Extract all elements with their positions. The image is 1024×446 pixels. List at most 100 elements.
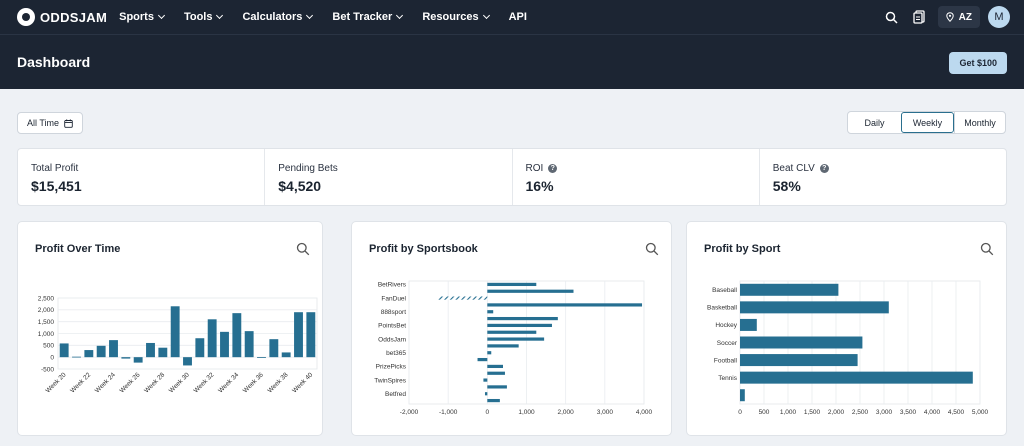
bar[interactable] bbox=[740, 336, 863, 349]
search-icon[interactable] bbox=[882, 7, 902, 27]
bar[interactable] bbox=[483, 378, 488, 382]
bar[interactable] bbox=[146, 342, 155, 358]
card-title: Profit by Sportsbook bbox=[369, 243, 478, 255]
bar[interactable] bbox=[438, 296, 488, 300]
bar[interactable] bbox=[740, 283, 839, 296]
bet-slip-icon[interactable] bbox=[910, 7, 930, 27]
bar[interactable] bbox=[740, 389, 745, 402]
nav-link-label: Tools bbox=[183, 11, 213, 23]
nav-resources[interactable]: Resources bbox=[422, 11, 490, 23]
brand-name: ODDSJAM bbox=[40, 9, 108, 25]
stat-label: Pending Bets bbox=[278, 163, 511, 174]
bar[interactable] bbox=[487, 330, 537, 334]
bar[interactable] bbox=[487, 282, 537, 287]
bar[interactable] bbox=[740, 301, 889, 314]
bar[interactable] bbox=[158, 347, 168, 358]
bar[interactable] bbox=[477, 357, 488, 362]
x-tick-label: Week 28 bbox=[143, 371, 166, 394]
card-title: Profit Over Time bbox=[35, 243, 121, 255]
nav-actions: AZ M bbox=[874, 0, 1010, 34]
bar[interactable] bbox=[195, 338, 205, 358]
bar[interactable] bbox=[281, 352, 291, 358]
bar[interactable] bbox=[487, 351, 492, 355]
bar[interactable] bbox=[487, 303, 643, 307]
y-tick-label: BetRivers bbox=[378, 282, 407, 289]
zoom-icon[interactable] bbox=[645, 242, 659, 256]
bar[interactable] bbox=[269, 339, 279, 358]
nav-tools[interactable]: Tools bbox=[183, 11, 224, 23]
bar[interactable] bbox=[244, 331, 254, 358]
zoom-icon[interactable] bbox=[296, 242, 310, 256]
bar[interactable] bbox=[487, 316, 558, 321]
bar[interactable] bbox=[306, 312, 316, 358]
x-tick-label: Week 20 bbox=[45, 371, 68, 394]
bar[interactable] bbox=[487, 337, 545, 341]
bar[interactable] bbox=[96, 345, 106, 358]
profit-by-sport-card: 0 500 1,000 1,500 2,000 2,500 3,000 3,500 4,000 4… bbox=[686, 221, 1007, 436]
y-tick-label: TwinSpires bbox=[374, 377, 407, 384]
x-tick-label: Week 40 bbox=[291, 371, 314, 394]
bar[interactable] bbox=[84, 350, 94, 358]
bar[interactable] bbox=[740, 371, 973, 384]
y-tick-label: FanDuel bbox=[381, 295, 406, 302]
bar[interactable] bbox=[487, 344, 519, 348]
x-tick-label: 5,000 bbox=[972, 409, 989, 416]
x-tick-label: 3,000 bbox=[876, 409, 893, 416]
nav-sports[interactable]: Sports bbox=[119, 11, 165, 23]
bar[interactable] bbox=[487, 364, 503, 369]
date-range-button[interactable]: All Time bbox=[17, 112, 84, 134]
nav-menu: Sports Tools Calculators Bet Tracker Resourc… bbox=[119, 11, 547, 23]
bar[interactable] bbox=[294, 312, 303, 358]
date-range-label: All Time bbox=[27, 118, 60, 128]
bar[interactable] bbox=[740, 354, 858, 367]
bar[interactable] bbox=[487, 310, 494, 314]
bar[interactable] bbox=[740, 318, 757, 331]
user-avatar[interactable]: M bbox=[988, 6, 1010, 28]
period-daily[interactable]: Daily bbox=[864, 117, 885, 128]
x-tick-label: 2,500 bbox=[852, 409, 869, 416]
location-selector[interactable]: AZ bbox=[937, 6, 980, 28]
bar[interactable] bbox=[484, 392, 488, 396]
bar[interactable] bbox=[257, 357, 266, 358]
bar[interactable] bbox=[59, 343, 69, 358]
location-pin-icon bbox=[945, 12, 954, 22]
help-icon[interactable]: ? bbox=[819, 164, 829, 173]
bar[interactable] bbox=[121, 357, 131, 359]
y-tick-label: Football bbox=[714, 357, 738, 364]
bar[interactable] bbox=[72, 356, 81, 358]
x-tick-label: Week 24 bbox=[94, 371, 117, 394]
help-icon[interactable]: ? bbox=[548, 164, 558, 173]
y-tick-label: Soccer bbox=[717, 340, 738, 347]
bar[interactable] bbox=[109, 340, 118, 358]
bar[interactable] bbox=[487, 398, 500, 403]
nav-calculators[interactable]: Calculators bbox=[242, 11, 314, 23]
stat-label-text: Pending Bets bbox=[278, 163, 338, 174]
get-100-button[interactable]: Get $100 bbox=[949, 52, 1007, 74]
zoom-icon[interactable] bbox=[980, 242, 994, 256]
top-navbar: ODDSJAM Sports Tools Calculators Bet Tracke… bbox=[0, 0, 1024, 34]
stat-value: 58% bbox=[772, 178, 801, 194]
bar[interactable] bbox=[487, 385, 507, 389]
bar[interactable] bbox=[487, 371, 505, 375]
bar[interactable] bbox=[183, 357, 192, 366]
period-monthly[interactable]: Monthly bbox=[954, 112, 1005, 133]
bar[interactable] bbox=[487, 323, 552, 328]
bar[interactable] bbox=[207, 319, 217, 358]
bar[interactable] bbox=[232, 313, 242, 358]
bar[interactable] bbox=[220, 331, 229, 358]
nav-api[interactable]: API bbox=[509, 11, 527, 23]
x-tick-label: Week 36 bbox=[242, 371, 265, 394]
calendar-icon bbox=[64, 118, 73, 128]
bar[interactable] bbox=[133, 357, 143, 363]
x-tick-label: 4,500 bbox=[948, 409, 965, 416]
nav-bet-tracker[interactable]: Bet Tracker bbox=[332, 11, 404, 23]
bar[interactable] bbox=[487, 289, 574, 293]
bar[interactable] bbox=[170, 306, 180, 358]
profit-over-time-card: -500 0 500 1,000 1,500 2,000 2,500 Week 20 Week … bbox=[17, 221, 323, 436]
y-tick-label: Betfred bbox=[385, 391, 406, 398]
brand-logo[interactable]: ODDSJAM bbox=[17, 8, 107, 26]
y-tick-label: bet365 bbox=[386, 350, 406, 357]
logo-icon bbox=[17, 8, 35, 26]
period-weekly[interactable]: Weekly bbox=[901, 112, 954, 133]
x-tick-label: 3,000 bbox=[597, 409, 614, 416]
